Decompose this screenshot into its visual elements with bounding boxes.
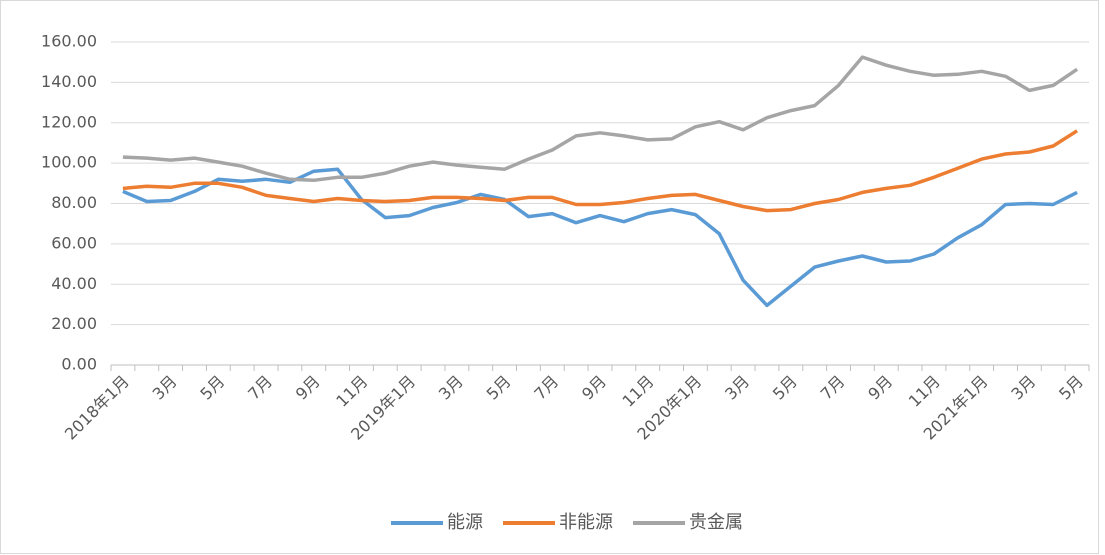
legend-label: 非能源 — [559, 512, 613, 533]
y-tick-label: 100.00 — [41, 153, 97, 172]
series-line — [122, 129, 1079, 213]
y-tick-label: 20.00 — [51, 314, 97, 333]
y-tick-label: 0.00 — [61, 355, 97, 374]
legend-label: 贵金属 — [689, 512, 743, 533]
y-tick-label: 160.00 — [41, 32, 97, 51]
series-line — [122, 55, 1079, 183]
y-tick-label: 80.00 — [51, 193, 97, 212]
y-tick-label: 120.00 — [41, 112, 97, 131]
legend: 能源 非能源 贵金属 — [391, 512, 743, 533]
series-line — [122, 167, 1078, 308]
legend-label: 能源 — [447, 512, 483, 533]
y-tick-label: 40.00 — [51, 274, 97, 293]
y-tick-label: 140.00 — [41, 72, 97, 91]
y-tick-label: 60.00 — [51, 233, 97, 252]
